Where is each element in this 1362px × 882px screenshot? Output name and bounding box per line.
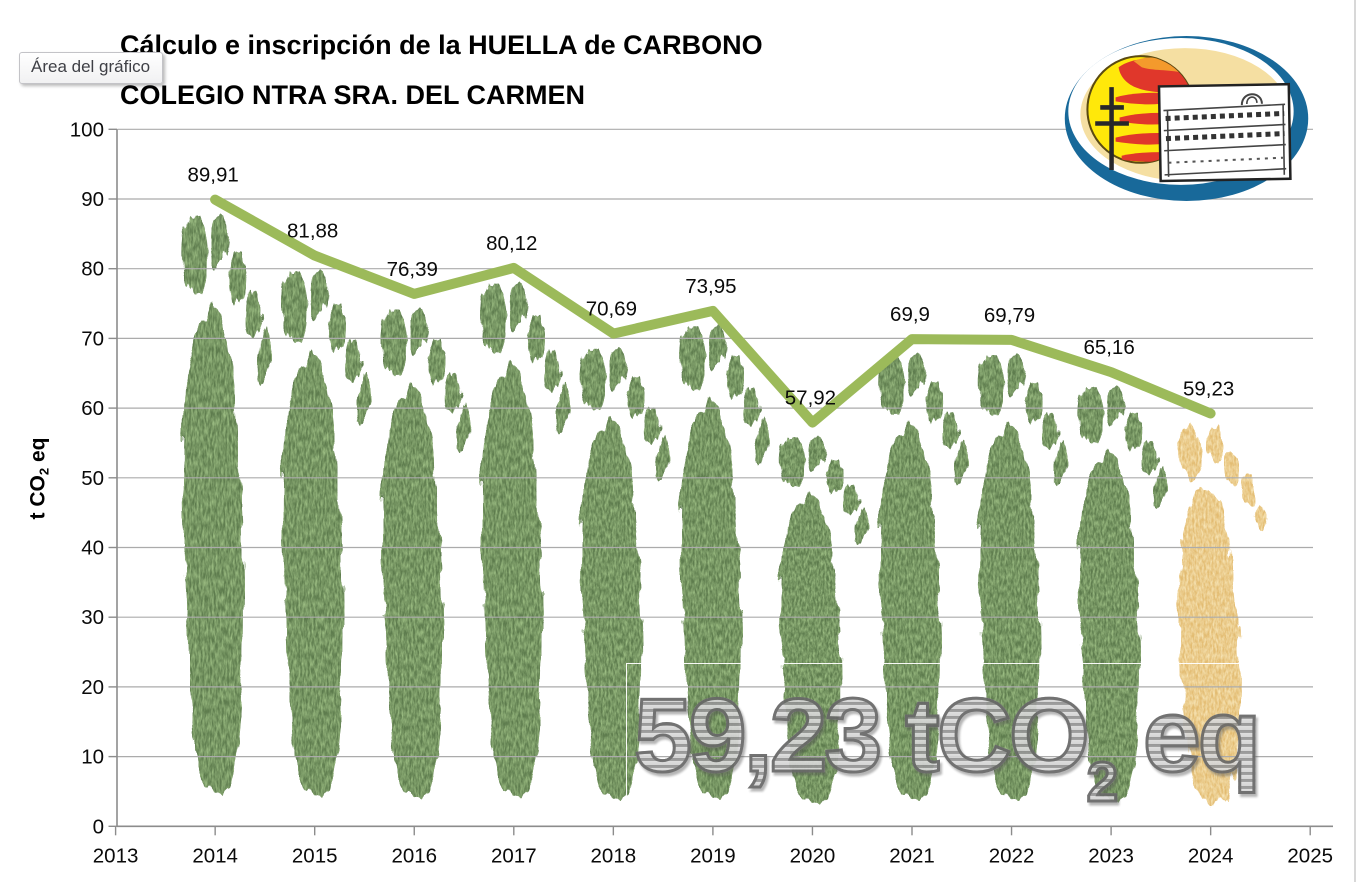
data-label-2020: 57,92 [785, 387, 836, 410]
y-tick-label-70: 70 [81, 327, 104, 350]
y-axis-title-subscript: 2 [36, 467, 52, 476]
footprint-2016[interactable] [380, 305, 474, 800]
data-label-2023: 65,16 [1083, 336, 1134, 359]
y-tick-label-90: 90 [81, 188, 104, 211]
x-tick-label-2014: 2014 [192, 844, 238, 867]
footprint-2017[interactable] [480, 279, 573, 798]
x-tick-label-2013: 2013 [93, 844, 139, 867]
data-label-2022: 69,79 [984, 304, 1035, 327]
chart-area-tooltip: Área del gráfico [19, 52, 164, 84]
labels-layer: 89,91 81,88 76,39 80,12 70,69 73,95 57,92 69,9 6… [187, 164, 1234, 410]
series-line[interactable] [210, 194, 1216, 428]
x-tick-label-2024: 2024 [1188, 844, 1234, 867]
x-tick-label-2019: 2019 [690, 844, 736, 867]
x-tick-label-2015: 2015 [292, 844, 338, 867]
y-tick-label-60: 60 [81, 397, 104, 420]
chart-title: Cálculo e inscripción de la HUELLA de CA… [120, 20, 763, 120]
data-label-2021: 69,9 [890, 303, 930, 326]
x-tick-label-2020: 2020 [790, 844, 836, 867]
y-tick-label-30: 30 [81, 606, 104, 629]
chart-right-border [1354, 0, 1356, 882]
y-tick-label-80: 80 [81, 258, 104, 281]
watermark-prefix: 59,23 tCO [633, 678, 1092, 794]
x-tick-label-2021: 2021 [889, 844, 935, 867]
data-label-2024: 59,23 [1183, 377, 1234, 400]
data-label-2015: 81,88 [287, 220, 338, 243]
y-tick-label-0: 0 [93, 815, 104, 838]
data-label-2018: 70,69 [586, 298, 637, 321]
series-layer [210, 194, 1216, 428]
y-tick-label-100: 100 [70, 118, 104, 141]
footprint-2014[interactable] [181, 211, 275, 796]
chart-title-line2: COLEGIO NTRA SRA. DEL CARMEN [120, 80, 586, 110]
x-tick-label-2023: 2023 [1088, 844, 1134, 867]
footprint-2015[interactable] [281, 267, 374, 798]
x-tick-label-2022: 2022 [989, 844, 1035, 867]
y-tick-label-50: 50 [81, 467, 104, 490]
watermark-subscript: 2 [1085, 750, 1119, 813]
x-tick-label-2017: 2017 [491, 844, 537, 867]
chart-title-line1: Cálculo e inscripción de la HUELLA de CA… [120, 30, 763, 60]
watermark-suffix: eq [1116, 678, 1262, 794]
logo-cross-icon [1095, 87, 1129, 171]
y-axis-title-suffix: eq [26, 437, 50, 468]
data-label-2017: 80,12 [486, 232, 537, 255]
data-label-2016: 76,39 [387, 258, 438, 281]
y-axis-title: t CO2 eq [27, 394, 52, 564]
y-axis-title-text: t CO [26, 475, 50, 520]
data-label-2014: 89,91 [187, 164, 238, 187]
y-tick-label-40: 40 [81, 537, 104, 560]
x-tick-label-2025: 2025 [1287, 844, 1333, 867]
data-label-2019: 73,95 [685, 275, 736, 298]
y-tick-label-20: 20 [81, 676, 104, 699]
logo-building-sketch [1157, 82, 1292, 183]
x-tick-label-2016: 2016 [391, 844, 437, 867]
school-logo[interactable] [1063, 33, 1310, 202]
y-tick-label-10: 10 [81, 746, 104, 769]
watermark-text[interactable]: 59,23 tCO2 eq [633, 683, 1263, 813]
x-tick-label-2018: 2018 [591, 844, 637, 867]
axes-layer: 0 10 20 30 40 50 60 70 80 90 100 2013 2014 2015 2016 20… [70, 118, 1333, 867]
